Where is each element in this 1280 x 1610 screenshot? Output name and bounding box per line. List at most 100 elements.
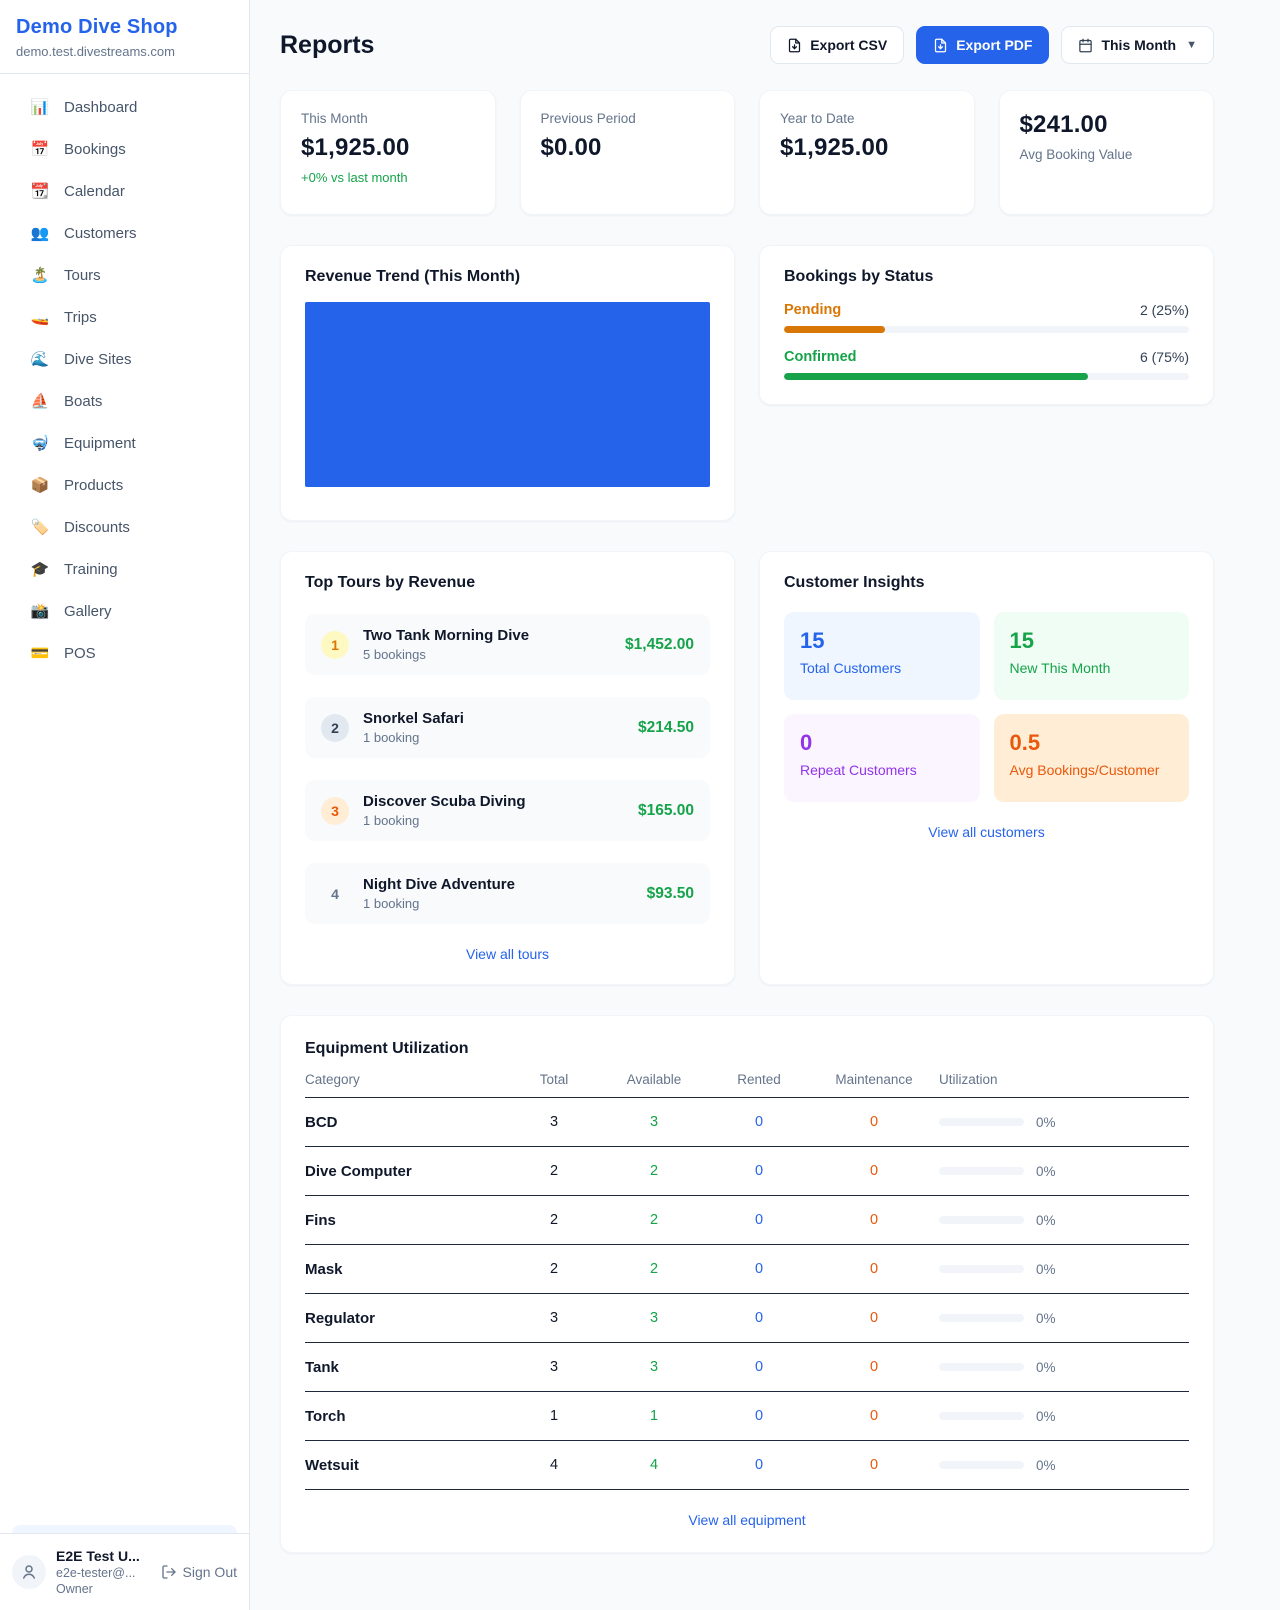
calendar-icon: 📆 [30, 183, 50, 200]
stat-card: $241.00 Avg Booking Value [998, 90, 1214, 215]
equipment-category: Dive Computer [305, 1162, 412, 1180]
equipment-total: 2 [549, 1212, 559, 1228]
page-header: Reports Export CSV Export PDF This Month… [280, 26, 1214, 64]
table-row: Regulator 3 3 0 0 0% [305, 1294, 1189, 1343]
equipment-available: 3 [649, 1114, 659, 1130]
insight-label: Repeat Customers [800, 762, 917, 778]
table-row-grid: Regulator 3 3 0 0 0% [305, 1294, 1189, 1342]
stat-card: Year to Date $1,925.00 [759, 90, 975, 215]
bookings-by-status-card: Bookings by Status Pending 2 (25%) Confirm… [759, 245, 1214, 405]
equipment-rented: 0 [754, 1457, 764, 1473]
main-content: Reports Export CSV Export PDF This Month… [250, 0, 1280, 1610]
column-header: Maintenance [835, 1072, 913, 1087]
user-name: E2E Test U... [56, 1548, 140, 1564]
equipment-rented: 0 [754, 1261, 764, 1277]
equipment-total: 3 [549, 1310, 559, 1326]
boats-icon: ⛵ [30, 393, 50, 410]
equipment-maintenance: 0 [869, 1261, 879, 1277]
rank-badge: 4 [331, 885, 339, 902]
sidebar-item-bookings[interactable]: 📅 Bookings [12, 130, 237, 168]
utilization-percent: 0% [1036, 1457, 1056, 1473]
view-all-customers-link[interactable]: View all customers [928, 824, 1045, 840]
table-row-grid: Mask 2 2 0 0 0% [305, 1245, 1189, 1293]
sidebar-nav: 📊 Dashboard 📅 Bookings 📆 Calendar 👥 Customers 🏝️… [0, 74, 249, 1533]
sidebar-item-tours[interactable]: 🏝️ Tours [12, 256, 237, 294]
sidebar-item-equipment[interactable]: 🤿 Equipment [12, 424, 237, 462]
shop-header: Demo Dive Shop demo.test.divestreams.com [0, 0, 249, 74]
table-row: Dive Computer 2 2 0 0 0% [305, 1147, 1189, 1196]
sidebar-item-customers[interactable]: 👥 Customers [12, 214, 237, 252]
status-bar-track [784, 326, 1189, 333]
stat-label: This Month [301, 111, 368, 126]
equipment-maintenance: 0 [869, 1114, 879, 1130]
sidebar-item-pos[interactable]: 💳 POS [12, 634, 237, 672]
bookings-icon: 📅 [30, 141, 50, 158]
sidebar-item-label: Boats [64, 392, 103, 410]
utilization-percent: 0% [1036, 1212, 1056, 1228]
equipment-maintenance: 0 [869, 1457, 879, 1473]
sidebar-item-reports[interactable] [12, 1525, 237, 1533]
sidebar-item-gallery[interactable]: 📸 Gallery [12, 592, 237, 630]
equipment-total: 3 [549, 1359, 559, 1375]
equipment-maintenance: 0 [869, 1212, 879, 1228]
sidebar-item-label: Products [64, 476, 124, 494]
stat-card: Previous Period $0.00 [519, 90, 735, 215]
column-header: Utilization [939, 1072, 998, 1087]
customers-icon: 👥 [30, 225, 50, 242]
stats-grid: This Month $1,925.00 +0% vs last month Prev… [280, 90, 1214, 215]
user-info: E2E Test U... e2e-tester@... Owner [56, 1548, 151, 1596]
status-label: Confirmed [784, 349, 857, 365]
sidebar-item-trips[interactable]: 🚤 Trips [12, 298, 237, 336]
equipment-category: Fins [305, 1211, 336, 1229]
sidebar-item-products[interactable]: 📦 Products [12, 466, 237, 504]
tour-info: Two Tank Morning Dive 5 bookings [363, 627, 611, 662]
sidebar-item-dive-sites[interactable]: 🌊 Dive Sites [12, 340, 237, 378]
sidebar: Demo Dive Shop demo.test.divestreams.com… [0, 0, 250, 1610]
equipment-utilization-cell: 0% [939, 1409, 1189, 1424]
equipment-utilization-card: Equipment Utilization Category Total Avail… [280, 1015, 1214, 1553]
table-row: Mask 2 2 0 0 0% [305, 1245, 1189, 1294]
shop-name[interactable]: Demo Dive Shop [16, 16, 178, 38]
tour-bookings: 5 bookings [363, 647, 426, 662]
equipment-icon: 🤿 [30, 435, 50, 452]
view-all-tours-link[interactable]: View all tours [465, 946, 549, 962]
sidebar-item-dashboard[interactable]: 📊 Dashboard [12, 88, 237, 126]
equipment-utilization-cell: 0% [939, 1262, 1189, 1277]
status-head: Confirmed 6 (75%) [784, 349, 1189, 365]
export-csv-button[interactable]: Export CSV [770, 26, 905, 64]
pos-icon: 💳 [30, 645, 50, 662]
export-csv-label: Export CSV [810, 37, 888, 53]
sign-out-button[interactable]: Sign Out [161, 1564, 237, 1580]
equipment-utilization-cell: 0% [939, 1213, 1189, 1228]
utilization-bar [939, 1216, 1024, 1224]
sidebar-item-discounts[interactable]: 🏷️ Discounts [12, 508, 237, 546]
insight-tile: 15 New This Month [993, 612, 1189, 700]
table-row-grid: Torch 1 1 0 0 0% [305, 1392, 1189, 1440]
status-item: Pending 2 (25%) [784, 302, 1189, 333]
sidebar-item-training[interactable]: 🎓 Training [12, 550, 237, 588]
equipment-rented: 0 [754, 1114, 764, 1130]
sidebar-item-boats[interactable]: ⛵ Boats [12, 382, 237, 420]
equipment-category: Wetsuit [305, 1456, 359, 1474]
export-pdf-button[interactable]: Export PDF [916, 26, 1050, 64]
table-row-grid: Wetsuit 4 4 0 0 0% [305, 1441, 1189, 1489]
user-icon [23, 1565, 35, 1579]
equipment-available: 2 [649, 1261, 659, 1277]
page-title: Reports [280, 30, 375, 59]
sidebar-item-label: POS [64, 644, 96, 662]
period-dropdown[interactable]: This Month ▼ [1061, 26, 1214, 64]
sidebar-item-label: Calendar [64, 182, 125, 200]
view-all-equipment-link[interactable]: View all equipment [688, 1512, 806, 1528]
tour-info: Night Dive Adventure 1 booking [363, 876, 633, 911]
utilization-bar [939, 1461, 1024, 1469]
equipment-utilization-cell: 0% [939, 1164, 1189, 1179]
equipment-category: Tank [305, 1358, 339, 1376]
user-role: Owner [56, 1582, 93, 1596]
equipment-maintenance: 0 [869, 1408, 879, 1424]
sidebar-item-calendar[interactable]: 📆 Calendar [12, 172, 237, 210]
export-pdf-label: Export PDF [956, 37, 1033, 53]
insight-tile: 0.5 Avg Bookings/Customer [993, 714, 1189, 802]
equipment-table-header: Category Total Available Rented Maintenance U… [305, 1058, 1189, 1098]
equipment-category: Mask [305, 1260, 343, 1278]
trips-icon: 🚤 [30, 309, 50, 326]
